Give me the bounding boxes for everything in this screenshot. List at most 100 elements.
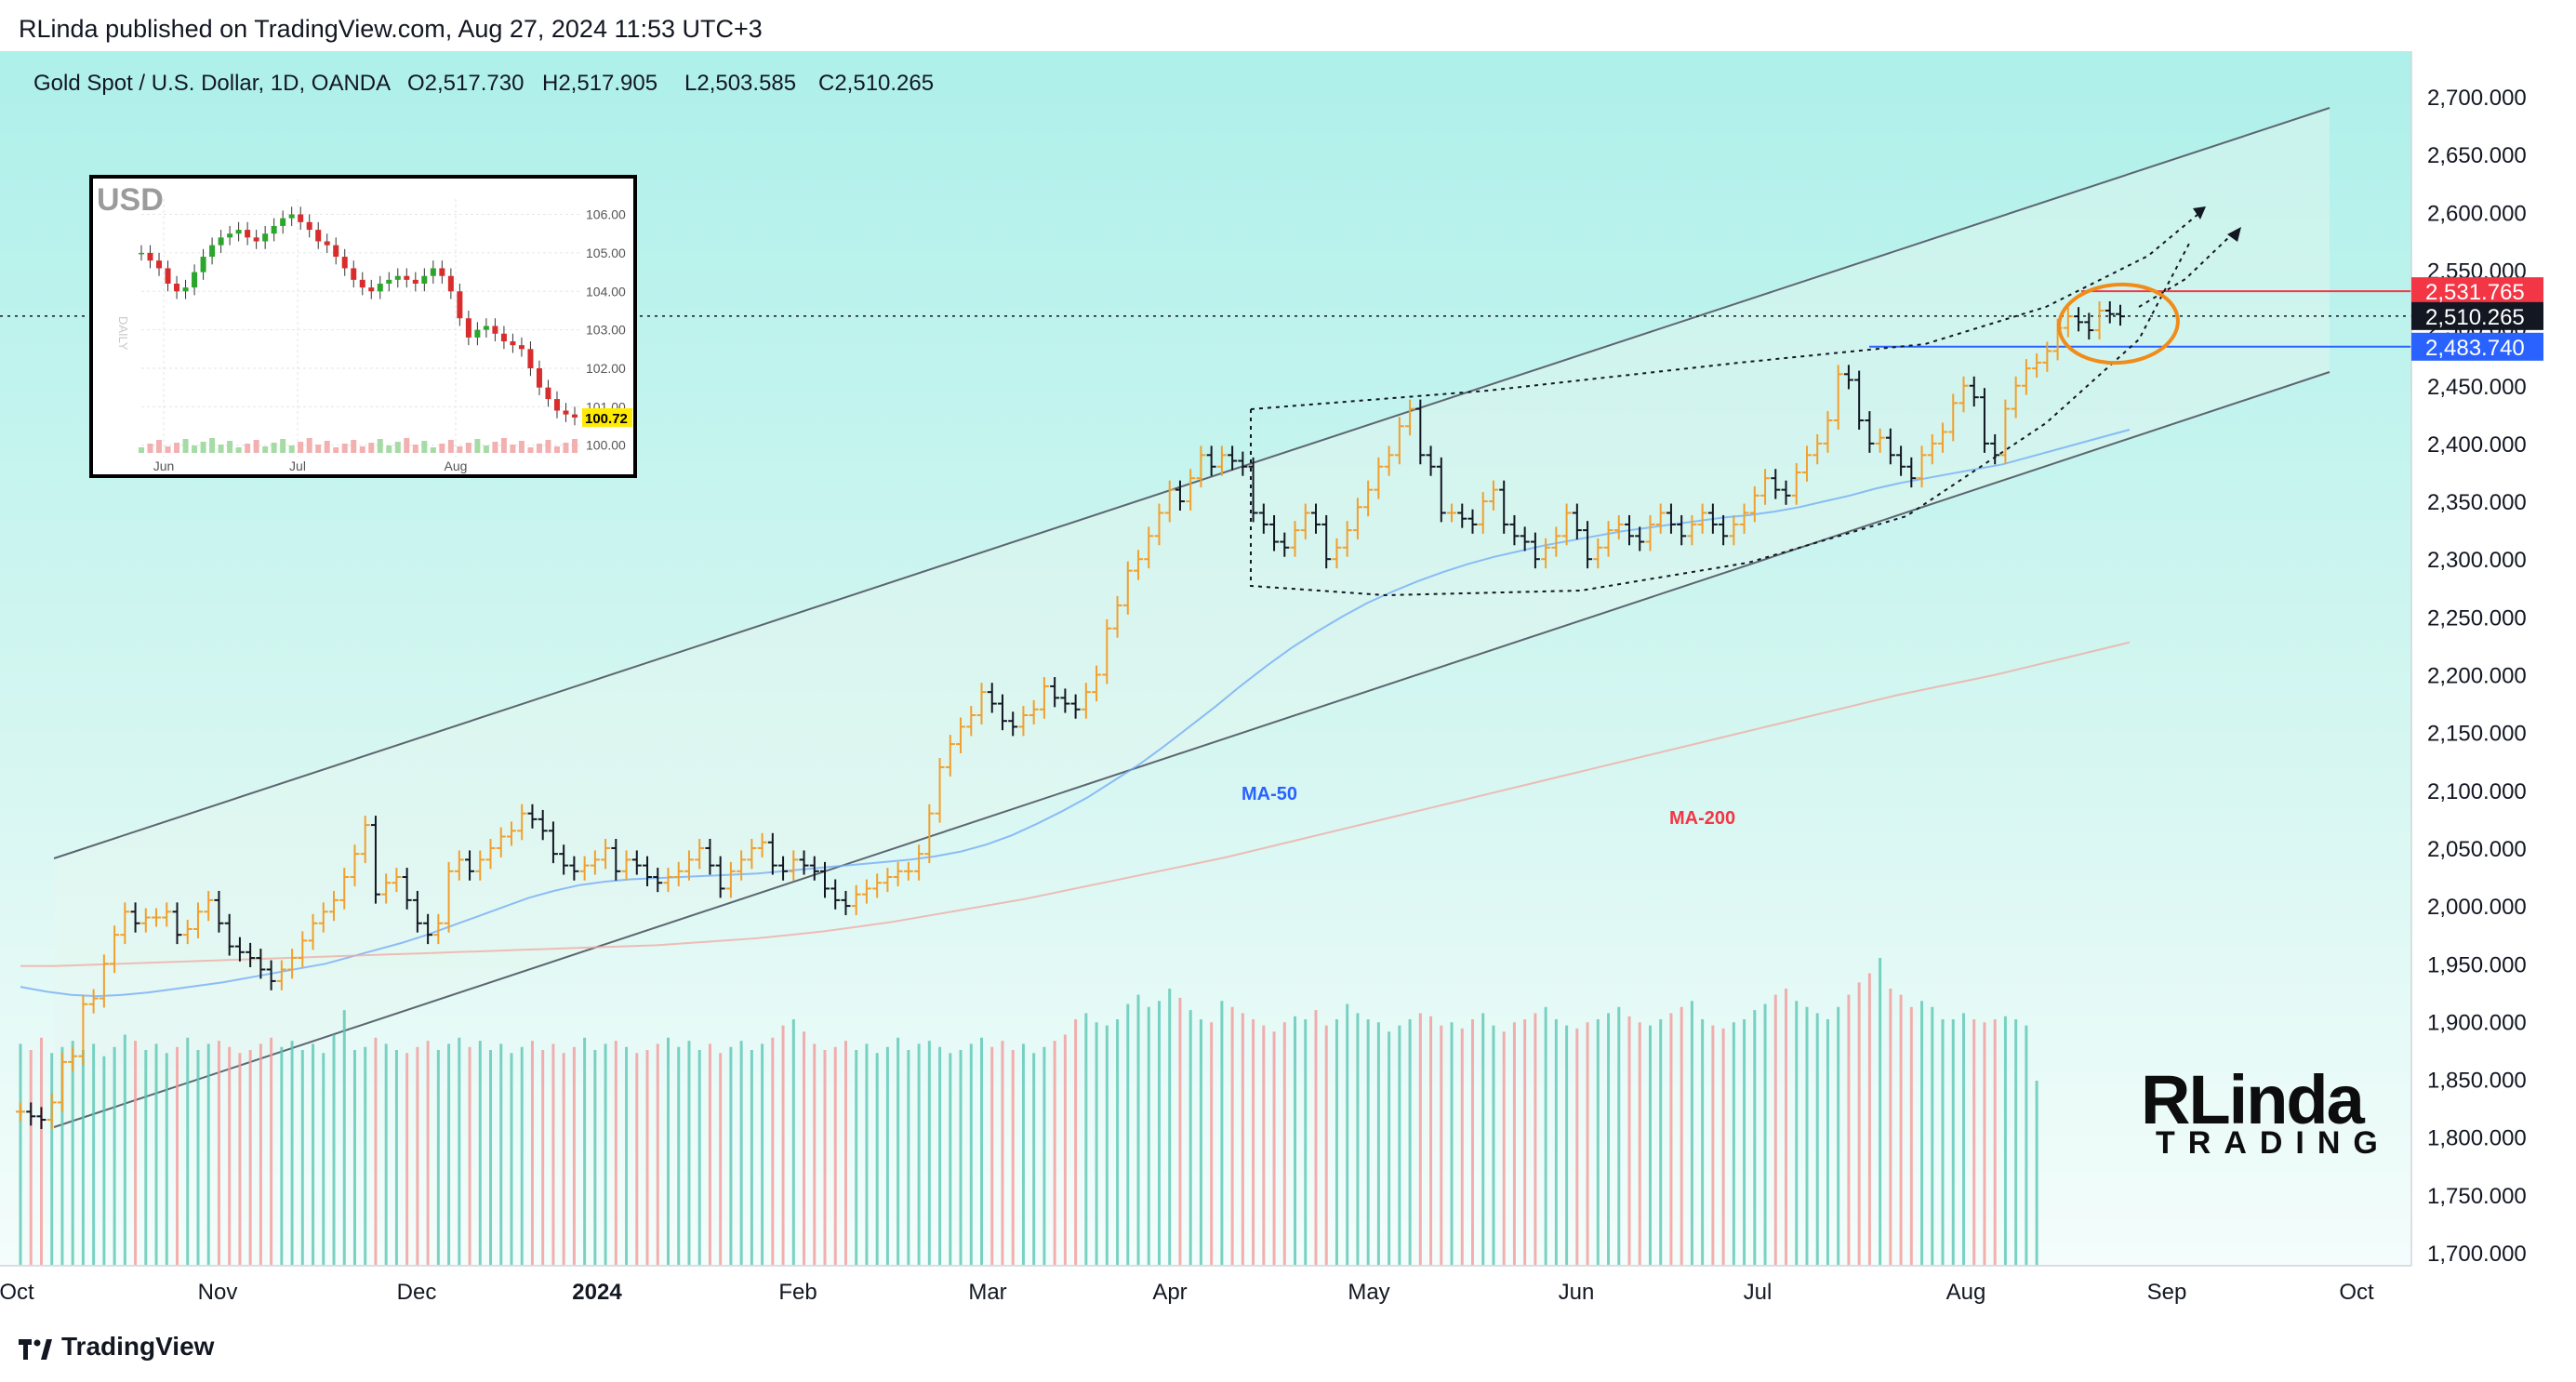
x-tick-label: Jun [1559,1280,1595,1305]
y-tick-label: 1,700.000 [2427,1242,2527,1267]
inset-candle-body [306,221,312,231]
inset-volume-bar [227,441,233,453]
y-tick-label: 2,450.000 [2427,375,2527,400]
highlight-ellipse [2057,282,2180,365]
inset-candle-body [483,326,489,330]
x-tick-label: Oct [2339,1280,2374,1305]
inset-volume-bar [457,446,463,453]
inset-candle-body [421,275,428,284]
inset-candle-body [200,257,206,272]
inset-volume-bar [430,447,436,453]
inset-volume-bar [553,446,560,453]
inset-volume-bar [500,438,507,453]
inset-candle-body [368,287,375,292]
inset-candle-body [465,318,471,338]
x-tick-label: Aug [1946,1280,1986,1305]
inset-volume-bar [527,447,534,453]
current-price-label-bg [2411,301,2543,330]
inset-volume-bar [518,441,524,453]
inset-volume-bar [262,446,269,453]
y-tick-label: 1,850.000 [2427,1069,2527,1094]
resistance-price-label-bg [2411,277,2543,306]
inset-candle-body [245,230,251,238]
inset-candle-body [333,245,339,258]
inset-volume-bar [200,442,206,453]
inset-candle-body [412,279,418,284]
inset-volume-bar [245,444,251,453]
inset-candle-body [341,257,348,269]
inset-x-tick: Aug [445,458,468,473]
y-tick-label: 2,150.000 [2427,722,2527,747]
inset-candle-body [262,233,269,242]
inset-volume-bar [280,439,286,453]
inset-candle-body [500,333,507,342]
inset-volume-bar [139,447,144,453]
arrow-head-upper [2193,206,2206,219]
x-tick-label: Nov [198,1280,238,1305]
x-tick-label: Oct [0,1280,34,1305]
x-tick-label: May [1348,1280,1389,1305]
channel-lower-line [53,371,2330,1128]
inset-volume-bar [536,444,542,453]
inset-volume-bar [377,439,383,453]
inset-frame [89,175,637,478]
inset-volume-bar [271,443,277,453]
inset-candle-body [271,225,277,234]
inset-candle-body [439,268,445,276]
inset-volume-bar [359,446,365,453]
inset-volume-bar [386,445,392,453]
inset-volume-bar [465,443,471,453]
x-tick-label: Apr [1152,1280,1187,1305]
inset-candle-body [147,252,153,261]
inset-candle-body [492,326,498,334]
inset-volume-bar [368,443,375,453]
inset-volume-bar [341,444,348,453]
inset-volume-bar [510,445,516,453]
inset-candle-body [359,279,365,288]
inset-volume-bar [421,441,428,453]
ma200-line [20,641,2131,967]
current-price-label: 2,510.265 [2425,305,2525,330]
ohlc-c: C2,510.265 [818,71,934,96]
dotted-upper-curve [1250,208,2205,410]
inset-volume-bar [253,440,259,453]
ma50-label: MA-50 [1242,784,1297,804]
inset-candle-body [474,329,481,338]
chart-title: Gold Spot / U.S. Dollar, 1D, OANDA [33,71,391,96]
inset-volume-bar [572,439,578,453]
ma200-label: MA-200 [1669,808,1735,829]
inset-x-tick: Jun [153,458,175,473]
inset-candle-body [430,268,436,276]
arrow-head-lower [2227,227,2241,242]
inset-volume-bar [412,445,418,453]
inset-volume-bar [306,438,312,453]
support-price-label: 2,483.740 [2425,336,2525,361]
inset-candle-body [545,387,551,400]
inset-candle-body [351,268,357,280]
dotted-arrow-lower [2138,233,2233,308]
y-tick-label: 2,300.000 [2427,548,2527,573]
inset-volume-bar [474,439,481,453]
inset-volume-bar [333,447,339,453]
x-tick-label: Dec [397,1280,437,1305]
inset-volume-bar [165,446,171,453]
inset-candle-body [518,345,524,350]
inset-volume-bar [324,441,330,453]
inset-candle-body [209,245,216,258]
inset-candle-body [192,272,198,288]
y-tick-label: 2,700.000 [2427,86,2527,111]
inset-candle-body [174,284,180,292]
inset-candle-body [324,241,330,246]
inset-y-tick: 104.00 [586,284,626,299]
inset-current-label: 100.72 [585,411,628,427]
x-tick-label: Jul [1744,1280,1773,1305]
inset-volume-bar [174,443,180,453]
inset-side-label: DAILY [116,316,130,351]
tradingview-brand[interactable]: TradingView [19,1332,214,1362]
y-tick-label: 2,400.000 [2427,432,2527,458]
inset-volume-bar [404,438,410,453]
inset-volume-bar [156,440,163,453]
inset-y-tick: 105.00 [586,246,626,260]
inset-volume-bar [218,445,224,453]
